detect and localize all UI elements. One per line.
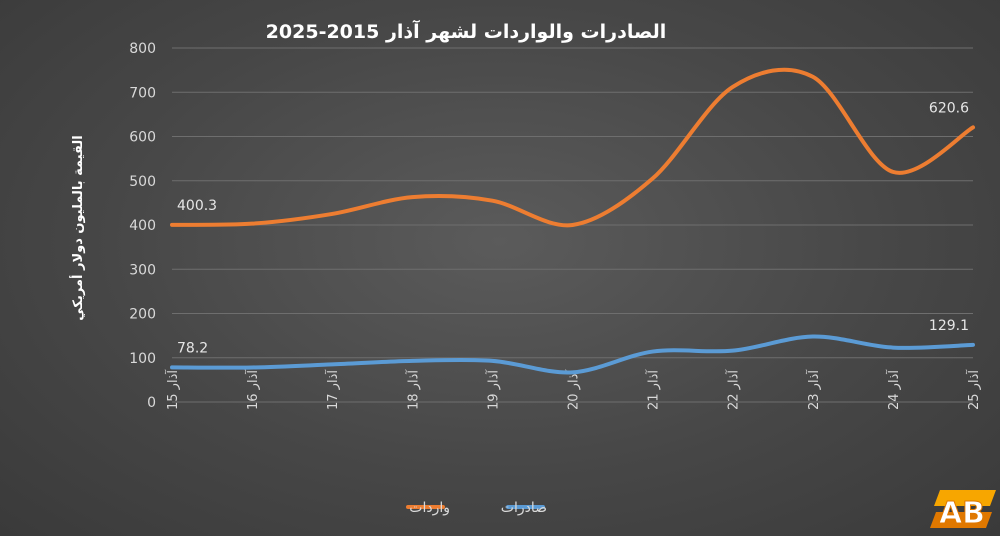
y-tick-label: 300	[129, 262, 156, 278]
data-label: 400.3	[177, 198, 217, 214]
data-labels: 400.3 620.6 78.2 129.1	[177, 100, 969, 356]
data-label: 129.1	[929, 318, 969, 334]
y-tick-label: 500	[129, 174, 156, 190]
logo-text: AB	[939, 496, 985, 531]
x-tick-label: آذار 21	[645, 369, 662, 410]
legend-label: صادرات	[501, 500, 547, 516]
y-tick-label: 600	[129, 130, 156, 146]
logo: AB	[930, 490, 996, 532]
legend: صادرات واردات	[406, 500, 547, 516]
legend-label: واردات	[409, 500, 450, 516]
y-tick-label: 800	[129, 41, 156, 57]
data-label: 620.6	[929, 100, 969, 116]
y-tick-label: 200	[129, 307, 156, 323]
x-tick-label: آذار 17	[324, 369, 341, 410]
y-tick-label: 100	[129, 351, 156, 367]
data-label: 78.2	[177, 340, 208, 356]
x-tick-label: آذار 20	[565, 369, 582, 410]
x-tick-label: آذار 18	[404, 369, 421, 410]
x-tick-label: آذار 19	[484, 369, 501, 410]
y-axis-ticks: 0 100 200 300 400 500 600 700 800	[129, 41, 156, 411]
x-tick-label: آذار 24	[885, 369, 902, 410]
series-line	[170, 334, 975, 375]
x-tick-label: آذار 25	[965, 369, 982, 410]
x-tick-label: آذار 23	[805, 369, 822, 410]
y-tick-label: 700	[129, 85, 156, 101]
series-line	[170, 67, 975, 228]
x-tick-label: آذار 15	[164, 369, 181, 410]
chart-title: الصادرات والواردات لشهر آذار 2015-2025	[266, 19, 667, 43]
x-tick-label: آذار 16	[244, 369, 261, 410]
y-tick-label: 0	[147, 395, 156, 411]
y-axis-label: القيمة بالمليون دولار أمريكي	[69, 135, 86, 321]
series-lines	[170, 67, 975, 375]
x-tick-label: آذار 22	[725, 369, 742, 410]
x-axis-ticks: آذار 15 آذار 16 آذار 17 آذار 18 آذار 19 آذار …	[164, 369, 982, 410]
y-tick-label: 400	[129, 218, 156, 234]
